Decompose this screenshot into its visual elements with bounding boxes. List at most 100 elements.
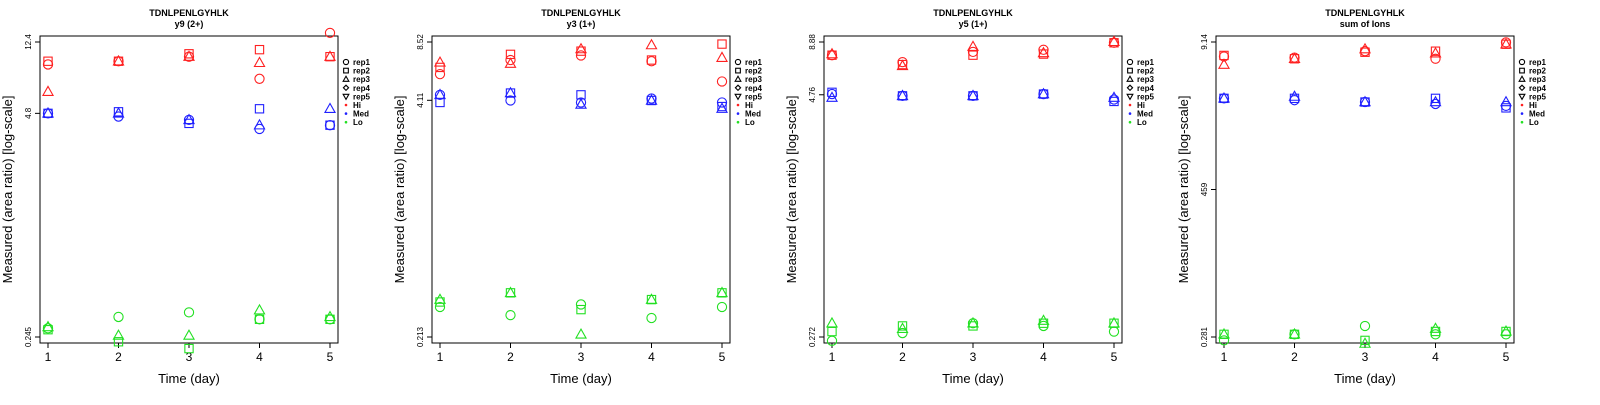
x-tick-label: 5	[1503, 350, 1510, 364]
legend-symbol-rep3	[1518, 75, 1526, 82]
data-point-hi-rep3	[896, 59, 909, 71]
legend-label-rep3: rep3	[745, 75, 762, 84]
legend-dot-lo	[1520, 120, 1524, 124]
data-point-lo-rep1	[897, 327, 908, 339]
data-point-hi-rep1	[716, 76, 728, 87]
y-tick-label: 0.272	[808, 326, 817, 347]
data-point-hi-rep3	[966, 40, 980, 51]
data-point-med-rep3	[1288, 90, 1301, 101]
data-point-hi-rep2	[646, 55, 657, 65]
chart-subtitle: y3 (1+)	[567, 19, 596, 29]
data-point-med-rep3	[1499, 95, 1513, 107]
legend-label-rep1: rep1	[745, 58, 762, 67]
legend-symbol-rep2	[1519, 67, 1525, 74]
data-point-lo-rep3	[574, 328, 588, 339]
data-point-lo-rep3	[112, 329, 125, 340]
data-point-med-rep3	[645, 94, 658, 105]
y-tick-label: 0.213	[416, 326, 425, 347]
data-point-hi-rep3	[574, 42, 588, 54]
data-point-med-rep3	[504, 86, 517, 98]
legend-symbol-rep1	[1126, 58, 1134, 66]
data-point-hi-rep3	[433, 56, 447, 67]
data-point-hi-rep1	[434, 68, 446, 80]
x-tick-label: 3	[186, 350, 193, 364]
data-point-med-rep3	[433, 88, 447, 100]
plot-frame	[39, 35, 339, 344]
data-point-lo-rep1	[324, 314, 336, 325]
data-point-med-rep3	[182, 113, 196, 125]
legend-label-rep4: rep4	[745, 84, 762, 93]
data-point-med-rep2	[254, 104, 265, 114]
legend-dot-med	[344, 112, 348, 115]
legend-label-rep3: rep3	[353, 75, 370, 84]
legend-dot-med	[1520, 112, 1524, 115]
data-point-med-rep3	[323, 102, 337, 114]
x-tick-label: 2	[115, 350, 122, 364]
data-point-med-rep3	[1037, 87, 1050, 99]
data-point-lo-rep3	[825, 316, 839, 328]
y-tick-label: 9.14	[1200, 34, 1209, 50]
data-point-med-rep2	[1501, 103, 1511, 113]
legend-label-lo: Lo	[745, 118, 755, 127]
data-point-lo-rep1	[434, 301, 446, 313]
x-tick-label: 5	[327, 350, 334, 364]
data-point-lo-rep2	[1360, 335, 1370, 346]
legend-label-lo: Lo	[1137, 118, 1147, 127]
x-tick-label: 4	[1432, 350, 1439, 364]
data-point-lo-rep3	[1499, 325, 1513, 336]
legend-label-rep3: rep3	[1137, 75, 1154, 84]
legend-symbol-rep3	[1126, 75, 1134, 82]
y-tick-label: 8.88	[808, 34, 817, 50]
data-point-med-rep2	[325, 120, 335, 130]
data-point-lo-rep1	[716, 301, 728, 313]
data-point-hi-rep3	[1358, 42, 1372, 54]
data-point-lo-rep3	[182, 329, 196, 340]
legend-label-rep4: rep4	[1137, 84, 1154, 93]
legend-symbol-rep5	[1126, 93, 1134, 101]
data-point-med-rep2	[827, 87, 837, 98]
data-point-hi-rep1	[254, 73, 265, 84]
x-tick-label: 1	[45, 350, 52, 364]
chart-subtitle: sum of Ions	[1340, 19, 1391, 29]
data-point-hi-rep3	[253, 56, 266, 68]
data-point-hi-rep3	[323, 50, 337, 61]
y-tick-label: 4.8	[24, 107, 33, 119]
data-point-med-rep3	[896, 89, 909, 101]
data-point-hi-rep2	[254, 44, 265, 55]
data-point-lo-rep1	[254, 314, 265, 325]
data-point-lo-rep3	[896, 322, 909, 333]
data-point-lo-rep2	[113, 337, 124, 347]
legend-label-rep4: rep4	[1529, 84, 1546, 93]
legend-label-med: Med	[1137, 110, 1153, 119]
data-point-med-rep3	[253, 118, 266, 130]
data-point-hi-rep3	[715, 51, 729, 62]
data-point-lo-rep1	[1430, 329, 1441, 340]
chart-subtitle: y9 (2+)	[175, 19, 204, 29]
chart-title: TDNLPENLGYHLK	[1325, 8, 1405, 18]
legend-label-lo: Lo	[353, 118, 363, 127]
chart-title: TDNLPENLGYHLK	[933, 8, 1013, 18]
y-tick-label: 4.76	[808, 86, 817, 102]
plot-frame	[431, 35, 731, 344]
data-point-lo-rep3	[1429, 322, 1442, 333]
y-tick-label: 0.281	[1200, 326, 1209, 347]
legend-label-rep1: rep1	[1529, 58, 1546, 67]
y-axis-label: Measured (area ratio) [log-scale]	[392, 96, 407, 284]
data-point-med-rep3	[1429, 95, 1442, 107]
data-point-med-rep3	[1358, 95, 1372, 107]
legend-label-hi: Hi	[745, 101, 753, 110]
data-point-lo-rep1	[575, 299, 587, 310]
legend-label-rep5: rep5	[1529, 92, 1546, 101]
legend-label-hi: Hi	[353, 101, 361, 110]
data-point-hi-rep3	[1288, 52, 1301, 63]
data-point-hi-rep3	[1217, 58, 1231, 69]
data-point-lo-rep1	[1218, 335, 1230, 346]
data-point-lo-rep3	[1107, 316, 1121, 328]
legend-dot-hi	[1128, 103, 1132, 107]
data-point-med-rep1	[1108, 94, 1120, 105]
data-point-med-rep3	[825, 91, 839, 102]
x-axis-label: Time (day)	[158, 371, 220, 386]
